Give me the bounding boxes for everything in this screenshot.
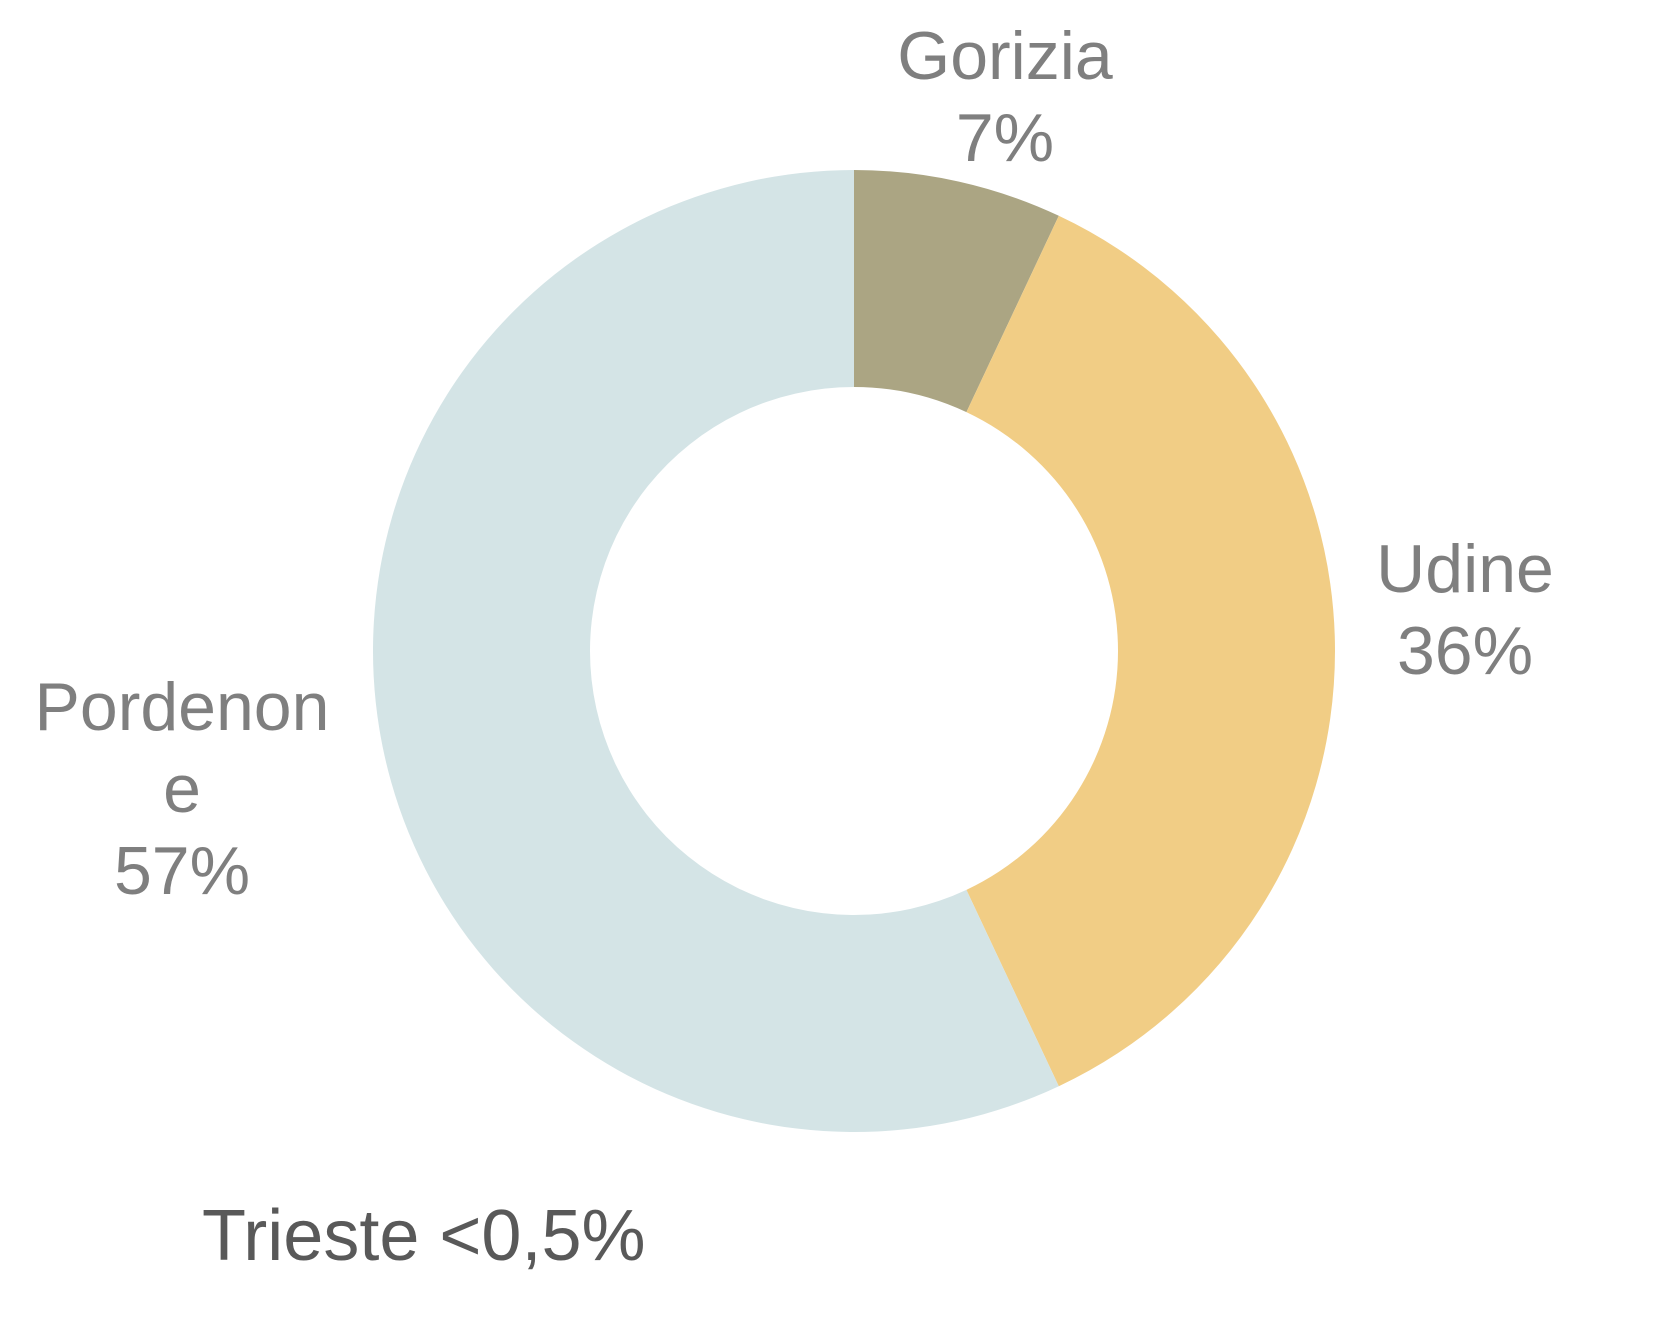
donut-slice bbox=[854, 170, 1059, 413]
category-label: Pordenone bbox=[34, 669, 330, 827]
slice-label: Gorizia 7% bbox=[897, 15, 1112, 179]
value-label: 36% bbox=[1396, 613, 1534, 689]
annotation: Trieste <0,5% bbox=[202, 1196, 646, 1276]
category-label: Udine bbox=[1376, 531, 1554, 607]
category-label: Gorizia bbox=[897, 18, 1113, 94]
donut-slice bbox=[372, 170, 1059, 1132]
slice-label: Pordenone 57% bbox=[22, 666, 342, 912]
donut-slice bbox=[966, 215, 1335, 1087]
value-label: 7% bbox=[955, 100, 1055, 176]
slice-label: Udine 36% bbox=[1376, 528, 1554, 692]
value-label: 57% bbox=[113, 833, 251, 909]
